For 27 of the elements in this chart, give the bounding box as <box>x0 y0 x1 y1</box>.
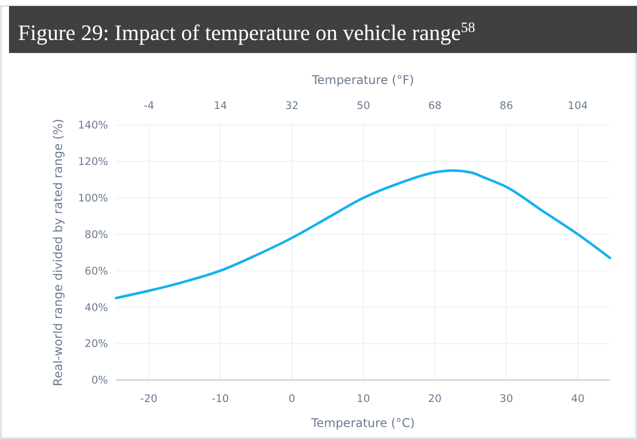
y-tick-label: 60% <box>84 265 108 278</box>
y-tick-label: 40% <box>84 302 108 314</box>
y-tick-label: 20% <box>84 338 108 350</box>
x-tick-label: 0 <box>288 393 296 405</box>
y-tick-label: 120% <box>78 156 108 168</box>
x-tick-label: 20 <box>428 393 442 405</box>
y-tick-label: 80% <box>84 228 108 241</box>
x-tick-label: 10 <box>356 393 370 405</box>
y-tick-label: 0% <box>91 374 108 387</box>
x-tick-label: 40 <box>571 393 585 405</box>
x2-axis-title: Temperature (°F) <box>310 73 414 87</box>
x2-tick-label: 86 <box>500 100 514 112</box>
x2-tick-label: 68 <box>428 100 442 112</box>
x-tick-label: -20 <box>140 393 158 405</box>
x2-tick-label: 32 <box>285 100 299 112</box>
y-axis-title: Real-world range divided by rated range (%) <box>51 118 65 386</box>
x-axis-title: Temperature (°C) <box>310 416 415 430</box>
x2-tick-label: 14 <box>214 100 228 112</box>
x2-tick-label: -4 <box>144 100 155 112</box>
x-tick-label: 30 <box>500 393 514 405</box>
x2-tick-label: 50 <box>356 100 370 112</box>
x-tick-label: -10 <box>212 393 229 405</box>
y-tick-label: 140% <box>78 120 108 132</box>
line-series <box>114 169 612 300</box>
y-tick-label: 100% <box>78 192 108 205</box>
chart-title: Figure 29: Impact of temperature on vehicle range$^{58}$ <box>18 20 476 45</box>
x2-tick-label: 104 <box>568 100 588 112</box>
